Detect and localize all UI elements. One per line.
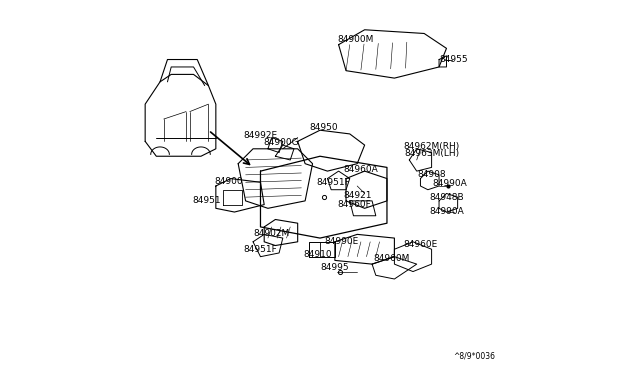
- Text: 84960F: 84960F: [337, 201, 371, 209]
- Text: 84960M: 84960M: [373, 254, 410, 263]
- Text: 84951: 84951: [192, 196, 221, 205]
- Text: 84910: 84910: [303, 250, 332, 259]
- Text: 84992E: 84992E: [243, 131, 278, 140]
- Text: 84960E: 84960E: [403, 240, 438, 248]
- Text: 84921: 84921: [343, 191, 371, 200]
- Text: 84955: 84955: [440, 55, 468, 64]
- Text: 84960A: 84960A: [344, 165, 378, 174]
- Text: 84990A: 84990A: [429, 207, 464, 216]
- Text: 84948B: 84948B: [429, 193, 464, 202]
- Text: 84900: 84900: [214, 177, 243, 186]
- Text: 84962M(RH): 84962M(RH): [403, 142, 460, 151]
- Text: 84963M(LH): 84963M(LH): [404, 149, 459, 158]
- Text: ^8/9*0036: ^8/9*0036: [453, 352, 495, 361]
- Text: 84900G: 84900G: [263, 138, 299, 147]
- Text: 84950: 84950: [309, 123, 338, 132]
- Text: 84995: 84995: [321, 263, 349, 272]
- Text: 84902M: 84902M: [253, 229, 290, 238]
- Text: 84951F: 84951F: [244, 245, 277, 254]
- Text: 84990E: 84990E: [324, 237, 358, 246]
- Text: 84900M: 84900M: [337, 35, 374, 44]
- Text: 84908: 84908: [417, 170, 446, 179]
- Text: 84990A: 84990A: [433, 179, 468, 187]
- Text: 84951F: 84951F: [316, 178, 350, 187]
